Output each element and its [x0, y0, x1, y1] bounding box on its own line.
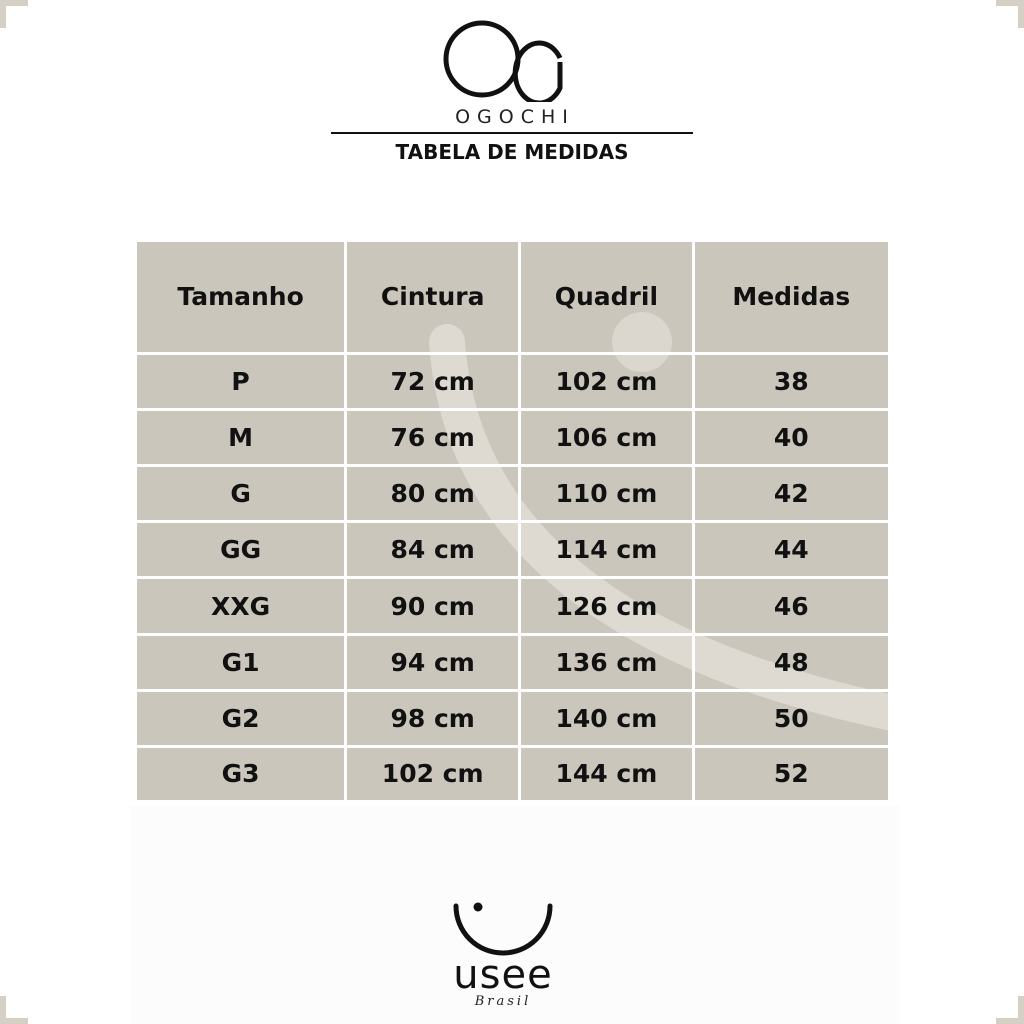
cell-tamanho: XXG — [137, 576, 348, 636]
cell-quadril: 144 cm — [518, 744, 695, 800]
cell-medidas: 40 — [691, 408, 888, 468]
cell-medidas: 48 — [691, 632, 888, 692]
cell-medidas: 42 — [691, 464, 888, 524]
cell-cintura: 84 cm — [344, 520, 522, 580]
cell-tamanho: G — [137, 464, 348, 524]
table-row: XXG 90 cm 126 cm 46 — [137, 576, 888, 636]
cell-quadril: 126 cm — [518, 576, 695, 636]
cell-tamanho: GG — [137, 520, 348, 580]
corner-bracket — [996, 996, 1024, 1024]
cell-quadril: 114 cm — [518, 520, 695, 580]
table-row: G1 94 cm 136 cm 48 — [137, 632, 888, 692]
cell-cintura: 98 cm — [344, 688, 522, 748]
divider — [331, 132, 693, 134]
cell-cintura: 102 cm — [344, 744, 522, 800]
cell-tamanho: G2 — [137, 688, 348, 748]
table-row: G2 98 cm 140 cm 50 — [137, 688, 888, 748]
cell-medidas: 44 — [691, 520, 888, 580]
cell-quadril: 106 cm — [518, 408, 695, 468]
usee-logo-text: usee — [453, 952, 553, 998]
cell-cintura: 76 cm — [344, 408, 522, 468]
corner-bracket — [996, 0, 1024, 28]
table-row: M 76 cm 106 cm 40 — [137, 408, 888, 468]
cell-medidas: 38 — [691, 351, 888, 412]
header-quadril: Quadril — [518, 242, 695, 355]
cell-cintura: 80 cm — [344, 464, 522, 524]
cell-cintura: 94 cm — [344, 632, 522, 692]
cell-cintura: 72 cm — [344, 351, 522, 412]
cell-quadril: 110 cm — [518, 464, 695, 524]
page-title: TABELA DE MEDIDAS — [395, 140, 629, 164]
cell-cintura: 90 cm — [344, 576, 522, 636]
corner-bracket — [0, 996, 28, 1024]
corner-bracket — [0, 0, 28, 28]
footer-area — [130, 806, 900, 1024]
cell-tamanho: G1 — [137, 632, 348, 692]
header-medidas: Medidas — [691, 242, 888, 355]
table-row: P 72 cm 102 cm 38 — [137, 351, 888, 412]
usee-smile-logo — [453, 902, 553, 956]
cell-quadril: 140 cm — [518, 688, 695, 748]
cell-tamanho: G3 — [137, 744, 348, 800]
cell-tamanho: P — [137, 351, 348, 412]
brand-name: OGOCHI — [455, 106, 575, 128]
table-row: GG 84 cm 114 cm 44 — [137, 520, 888, 580]
ogochi-logo-mark — [443, 20, 563, 102]
cell-tamanho: M — [137, 408, 348, 468]
table-header-row: Tamanho Cintura Quadril Medidas — [137, 242, 888, 355]
cell-medidas: 46 — [691, 576, 888, 636]
cell-quadril: 102 cm — [518, 351, 695, 412]
cell-medidas: 50 — [691, 688, 888, 748]
header-tamanho: Tamanho — [137, 242, 348, 355]
table-row: G3 102 cm 144 cm 52 — [137, 744, 888, 800]
table-row: G 80 cm 110 cm 42 — [137, 464, 888, 524]
cell-medidas: 52 — [691, 744, 888, 800]
header-cintura: Cintura — [344, 242, 522, 355]
usee-logo-subtitle: Brasil — [474, 994, 532, 1009]
cell-quadril: 136 cm — [518, 632, 695, 692]
size-table: Tamanho Cintura Quadril Medidas P 72 cm 10… — [137, 242, 888, 800]
